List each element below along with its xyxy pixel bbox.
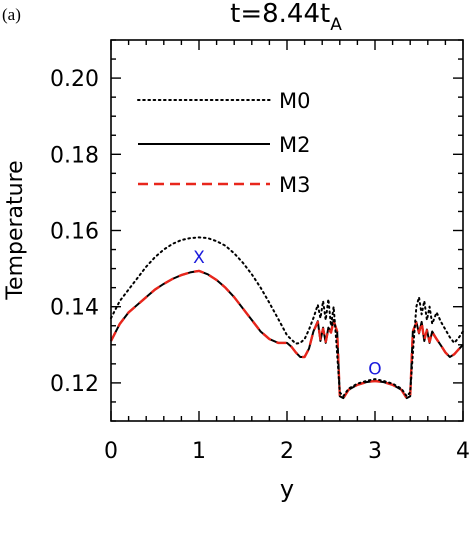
y-tick-label-3: 0.18 [50,143,99,168]
x-tick-label-4: 4 [456,439,470,464]
series-line-m0 [110,236,464,398]
chart-title: t=8.44tA [230,0,342,35]
legend-label-m3: M3 [279,173,310,197]
annotation-1: O [368,360,381,380]
axes: 0 1 2 3 4 0.12 0.14 0.16 0.18 0.20 [50,39,470,464]
chart-title-subscript: A [330,15,342,35]
y-tick-label-1: 0.14 [50,296,99,321]
annotation-0: X [193,248,205,268]
x-tick-label-2: 2 [280,439,294,464]
x-tick-label-3: 3 [368,439,382,464]
y-tick-label-2: 0.16 [50,220,99,245]
chart-title-main: t=8.44t [230,0,330,29]
y-axis-label: Temperature [3,160,28,300]
y-tick-label-0: 0.12 [50,372,99,397]
legend-label-m0: M0 [279,89,310,113]
x-axis-label: y [280,475,294,503]
plot-area: XO [109,236,464,400]
legend-label-m2: M2 [279,133,310,157]
legend: M0 M2 M3 [137,89,310,197]
x-tick-label-0: 0 [104,439,118,464]
panel-label: (a) [2,5,21,24]
x-tick-label-1: 1 [192,439,206,464]
y-tick-label-4: 0.20 [50,67,99,92]
series-line-m3 [109,269,464,400]
